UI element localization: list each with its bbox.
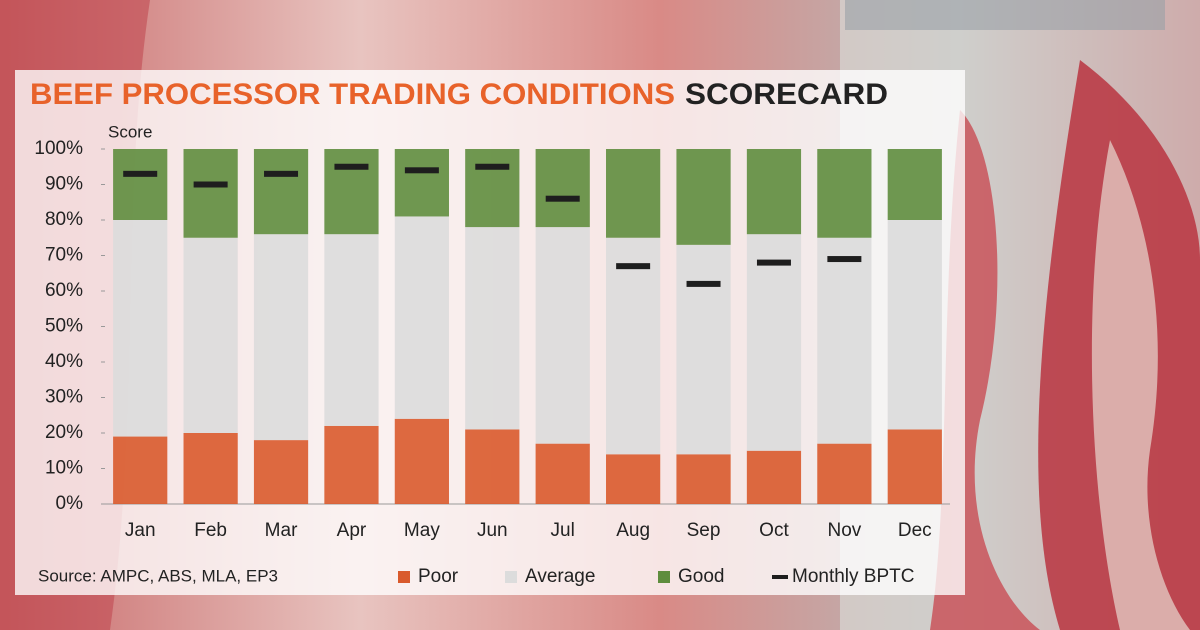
bptc-marker — [404, 167, 439, 174]
bar-segment — [183, 149, 238, 238]
legend-swatch — [398, 571, 410, 583]
y-tick-label: 100% — [34, 138, 83, 159]
x-tick-label: Oct — [759, 520, 789, 541]
bar-segment — [887, 149, 942, 220]
chart-title: BEEF PROCESSOR TRADING CONDITIONS — [30, 78, 675, 111]
bar-segment — [394, 216, 449, 419]
bptc-marker — [616, 263, 651, 270]
bar-segment — [113, 220, 168, 437]
legend-label: Average — [525, 566, 595, 587]
bar-segment — [394, 418, 449, 504]
bar-segment — [746, 450, 802, 504]
x-tick-label: Aug — [616, 520, 650, 541]
bptc-marker — [193, 181, 228, 188]
legend-swatch — [505, 571, 517, 583]
bar-segment — [606, 149, 661, 238]
y-tick-label: 60% — [45, 280, 83, 301]
bar-segment — [253, 440, 309, 504]
y-tick-label: 90% — [45, 174, 83, 195]
x-tick-label: Feb — [194, 520, 227, 541]
bar-segment — [817, 149, 872, 238]
x-tick-label: Apr — [337, 520, 367, 541]
bar-segment — [465, 227, 520, 430]
bptc-marker — [475, 163, 510, 170]
y-tick-label: 0% — [56, 493, 84, 514]
x-tick-label: Sep — [687, 520, 721, 541]
bar-segment — [535, 443, 590, 504]
source-note: Source: AMPC, ABS, MLA, EP3 — [38, 566, 278, 585]
legend-swatch — [658, 571, 670, 583]
bptc-marker — [686, 280, 721, 287]
y-tick-label: 50% — [45, 316, 83, 337]
bar-segment — [324, 149, 379, 235]
x-tick-label: Jun — [477, 520, 508, 541]
bar-segment — [324, 234, 379, 426]
bar-segment — [746, 234, 802, 451]
bptc-marker — [334, 163, 369, 170]
x-tick-label: Dec — [898, 520, 932, 541]
bar-segment — [253, 149, 309, 235]
bptc-marker — [123, 170, 158, 177]
bar-segment — [676, 454, 731, 504]
bar-segment — [817, 443, 872, 504]
bptc-marker — [756, 259, 791, 266]
y-tick-label: 80% — [45, 209, 83, 230]
bar-segment — [746, 149, 802, 235]
bar-segment — [394, 149, 449, 217]
bar-segment — [113, 436, 168, 504]
bar-segment — [324, 425, 379, 504]
y-tick-label: 30% — [45, 387, 83, 408]
bar-segment — [887, 429, 942, 504]
bar-segment — [465, 149, 520, 228]
bar-segment — [183, 433, 238, 504]
y-tick-label: 20% — [45, 422, 83, 443]
x-tick-label: Nov — [827, 520, 861, 541]
bar-segment — [606, 237, 661, 455]
x-tick-label: Jan — [125, 520, 156, 541]
bar-segment — [535, 149, 590, 228]
x-tick-label: Mar — [265, 520, 298, 541]
bar-segment — [606, 454, 661, 504]
y-axis-label: Score — [108, 122, 152, 141]
legend-label: Monthly BPTC — [792, 566, 914, 587]
bar-segment — [676, 149, 731, 245]
bar-segment — [113, 149, 168, 220]
bar-segment — [183, 237, 238, 433]
bar-segment — [535, 227, 590, 444]
y-tick-label: 10% — [45, 458, 83, 479]
bar-segment — [253, 234, 309, 441]
y-tick-label: 40% — [45, 351, 83, 372]
chart-title-suffix: SCORECARD — [685, 78, 888, 111]
bar-segment — [465, 429, 520, 504]
bptc-marker — [827, 256, 862, 263]
legend-label: Good — [678, 566, 724, 587]
bar-segment — [676, 244, 731, 455]
bar-segment — [887, 220, 942, 430]
legend-swatch — [772, 575, 788, 579]
bptc-marker — [264, 170, 299, 177]
y-tick-label: 70% — [45, 245, 83, 266]
bar-segment — [817, 237, 872, 444]
legend-label: Poor — [418, 566, 459, 587]
x-tick-label: Jul — [551, 520, 575, 541]
bptc-marker — [545, 195, 580, 202]
x-tick-label: May — [404, 520, 440, 541]
